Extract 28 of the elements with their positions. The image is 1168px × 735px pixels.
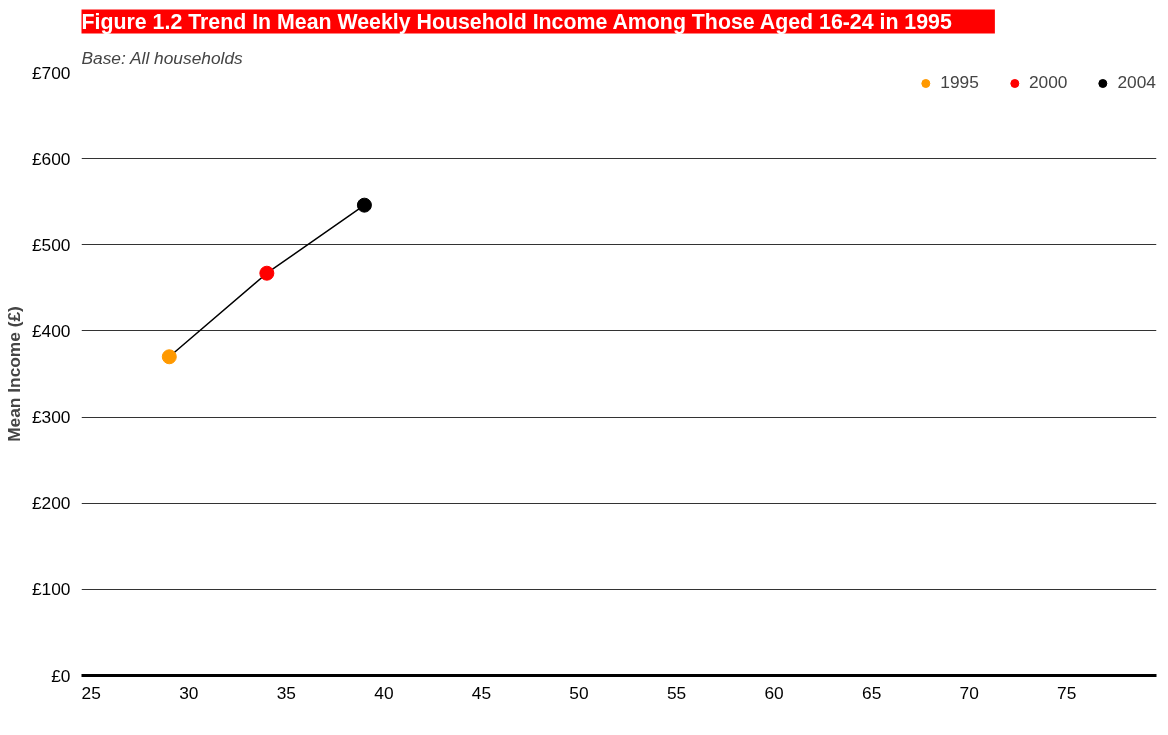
x-tick-label: 60 xyxy=(764,682,784,703)
point xyxy=(259,265,275,281)
y-axis-title: Mean Income (£) xyxy=(3,306,24,442)
x-tick-label: 25 xyxy=(81,682,101,703)
x-tick-label: 55 xyxy=(666,682,687,703)
y-tick-label: £700 xyxy=(31,62,71,83)
chart-title: Figure 1.2 Trend In Mean Weekly Household Income Among Those Aged 16-24 in 1995 xyxy=(81,9,952,34)
x-tick-label: 75 xyxy=(1057,682,1077,703)
y-tick-label: £0 xyxy=(51,665,71,686)
x-tick-label: 50 xyxy=(569,682,589,703)
x-tick-label: 45 xyxy=(471,682,492,703)
y-tick-label: £100 xyxy=(31,579,71,600)
y-tick-label: £200 xyxy=(31,493,71,514)
x-tick-label: 35 xyxy=(276,682,296,703)
y-tick-label: £300 xyxy=(31,407,71,428)
x-tick-label: 30 xyxy=(179,682,199,703)
point xyxy=(356,197,372,213)
y-tick-label: £400 xyxy=(31,320,71,341)
x-tick-label: 40 xyxy=(374,682,394,703)
chart-subtitle: Base: All households xyxy=(81,47,244,68)
point xyxy=(161,349,177,365)
legend-label: 2004 xyxy=(1117,72,1156,93)
y-tick-label: £500 xyxy=(31,234,71,255)
y-tick-label: £600 xyxy=(31,148,71,169)
x-tick-label: 65 xyxy=(862,682,882,703)
legend-label: 1995 xyxy=(940,72,979,93)
x-tick-label: 70 xyxy=(959,682,979,703)
legend-label: 2000 xyxy=(1028,72,1068,93)
